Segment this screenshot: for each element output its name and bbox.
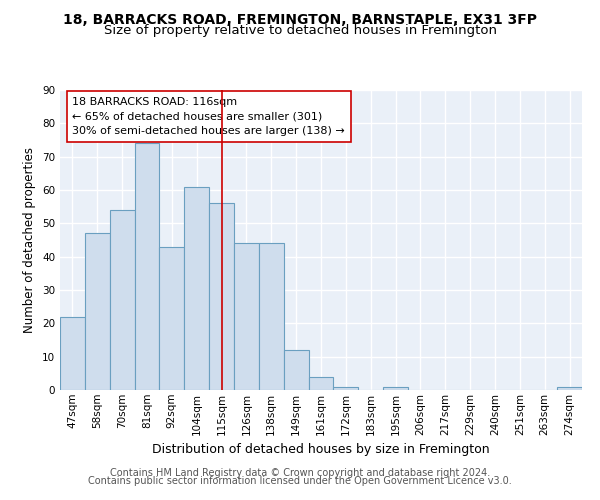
Text: Contains HM Land Registry data © Crown copyright and database right 2024.: Contains HM Land Registry data © Crown c…	[110, 468, 490, 477]
Text: 18, BARRACKS ROAD, FREMINGTON, BARNSTAPLE, EX31 3FP: 18, BARRACKS ROAD, FREMINGTON, BARNSTAPL…	[63, 12, 537, 26]
Text: 18 BARRACKS ROAD: 116sqm
← 65% of detached houses are smaller (301)
30% of semi-: 18 BARRACKS ROAD: 116sqm ← 65% of detach…	[73, 96, 345, 136]
Bar	[134, 144, 160, 390]
Text: Size of property relative to detached houses in Fremington: Size of property relative to detached ho…	[104, 24, 497, 37]
Bar	[284, 350, 308, 390]
Bar	[60, 316, 85, 390]
Bar	[308, 376, 334, 390]
Bar	[85, 234, 110, 390]
Bar	[110, 210, 134, 390]
Bar	[184, 186, 209, 390]
Bar	[160, 246, 184, 390]
Bar	[383, 386, 408, 390]
Text: Distribution of detached houses by size in Fremington: Distribution of detached houses by size …	[152, 442, 490, 456]
Bar	[209, 204, 234, 390]
Bar	[557, 386, 582, 390]
Bar	[234, 244, 259, 390]
Bar	[259, 244, 284, 390]
Bar	[334, 386, 358, 390]
Y-axis label: Number of detached properties: Number of detached properties	[23, 147, 37, 333]
Text: Contains public sector information licensed under the Open Government Licence v3: Contains public sector information licen…	[88, 476, 512, 486]
